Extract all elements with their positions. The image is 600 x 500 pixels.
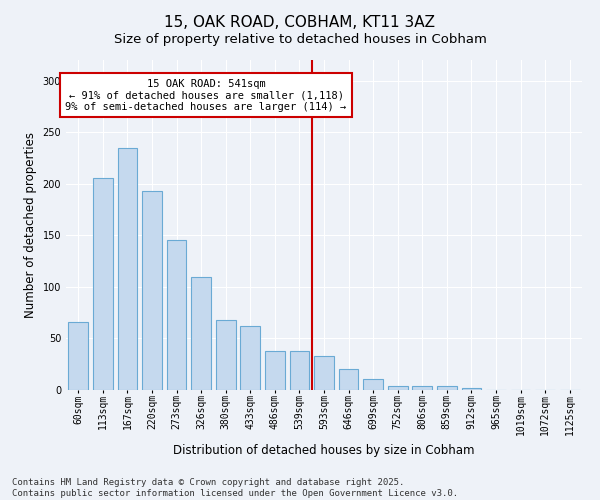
Y-axis label: Number of detached properties: Number of detached properties [24,132,37,318]
Bar [388,386,407,390]
Bar [314,356,334,390]
Bar [216,320,236,390]
Bar [461,388,481,390]
Bar [437,386,457,390]
Bar [241,326,260,390]
Bar [364,378,383,390]
Bar [167,240,187,390]
Bar [412,386,432,390]
Bar [290,351,309,390]
Bar [93,178,113,390]
Bar [118,148,137,390]
Text: 15, OAK ROAD, COBHAM, KT11 3AZ: 15, OAK ROAD, COBHAM, KT11 3AZ [164,15,436,30]
Bar [265,351,284,390]
X-axis label: Distribution of detached houses by size in Cobham: Distribution of detached houses by size … [173,444,475,456]
Text: Size of property relative to detached houses in Cobham: Size of property relative to detached ho… [113,32,487,46]
Bar [339,370,358,390]
Text: Contains HM Land Registry data © Crown copyright and database right 2025.
Contai: Contains HM Land Registry data © Crown c… [12,478,458,498]
Bar [68,322,88,390]
Text: 15 OAK ROAD: 541sqm
← 91% of detached houses are smaller (1,118)
9% of semi-deta: 15 OAK ROAD: 541sqm ← 91% of detached ho… [65,78,347,112]
Bar [142,191,162,390]
Bar [191,276,211,390]
